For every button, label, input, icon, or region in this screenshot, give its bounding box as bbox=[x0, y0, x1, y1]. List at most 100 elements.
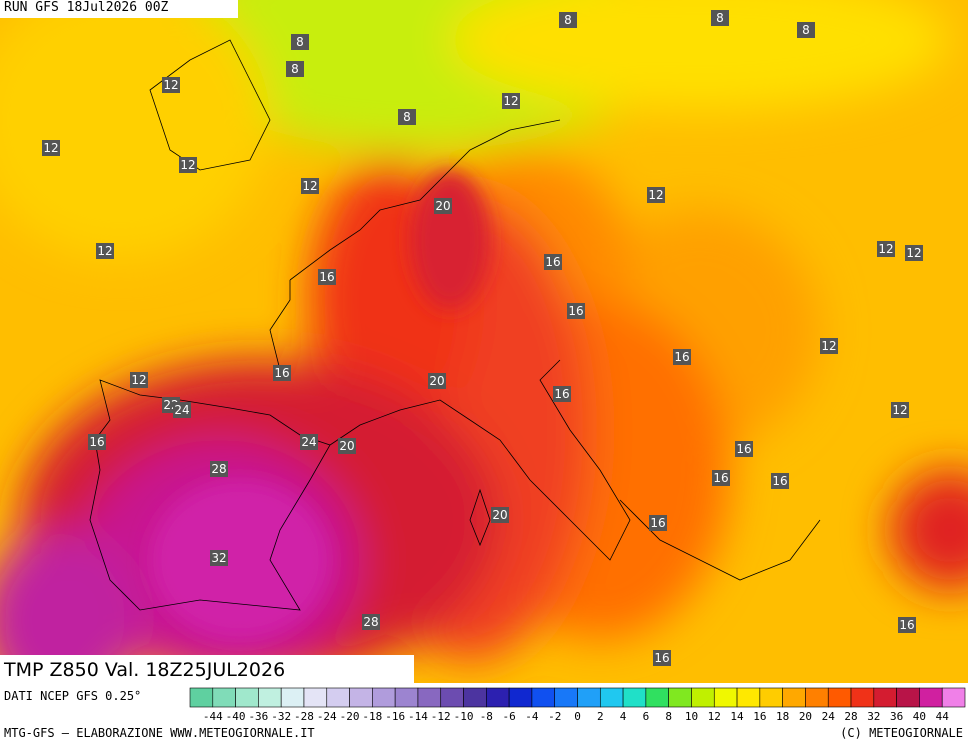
colorbar-tick-label: 28 bbox=[844, 710, 857, 723]
colorbar-tick-label: -18 bbox=[362, 710, 382, 723]
contour-label: 16 bbox=[654, 651, 669, 665]
label-box bbox=[88, 434, 106, 450]
label-box bbox=[797, 22, 815, 38]
label-box bbox=[162, 77, 180, 93]
contour-label: 28 bbox=[363, 615, 378, 629]
source: DATI NCEP GFS 0.25° bbox=[4, 689, 141, 703]
label-box bbox=[891, 402, 909, 418]
colorbar-tick-label: 8 bbox=[665, 710, 672, 723]
contour-label: 16 bbox=[319, 270, 334, 284]
label-box bbox=[318, 269, 336, 285]
label-box bbox=[502, 93, 520, 109]
colorbar-tick-label: -20 bbox=[340, 710, 360, 723]
contour-label: 12 bbox=[180, 158, 195, 172]
label-box bbox=[338, 438, 356, 454]
color-swatch bbox=[554, 687, 578, 708]
contour-label: 12 bbox=[302, 179, 317, 193]
color-swatch bbox=[349, 687, 373, 708]
contour-label: 16 bbox=[274, 366, 289, 380]
contour-label: 16 bbox=[568, 304, 583, 318]
contour-label: 8 bbox=[291, 62, 299, 76]
label-box bbox=[553, 386, 571, 402]
label-box bbox=[647, 187, 665, 203]
contour-label: 8 bbox=[403, 110, 411, 124]
colorbar-tick-label: 20 bbox=[799, 710, 812, 723]
contour-label: 16 bbox=[545, 255, 560, 269]
colorbar-tick-label: -8 bbox=[480, 710, 493, 723]
label-box bbox=[559, 12, 577, 28]
color-swatch bbox=[303, 687, 328, 708]
label-box bbox=[653, 650, 671, 666]
label-box bbox=[179, 157, 197, 173]
contour-label: 12 bbox=[503, 94, 518, 108]
label-box bbox=[820, 338, 838, 354]
contour-label: 8 bbox=[716, 11, 724, 25]
title-box bbox=[0, 655, 414, 683]
colorbar-tick-label: 0 bbox=[574, 710, 581, 723]
color-swatch bbox=[280, 687, 305, 708]
credit: MTG-GFS — ELABORAZIONE WWW.METEOGIORNALE… bbox=[4, 726, 315, 740]
contour-label: 12 bbox=[97, 244, 112, 258]
color-swatch bbox=[896, 687, 920, 708]
colorbar-tick-label: 24 bbox=[822, 710, 836, 723]
label-box bbox=[301, 178, 319, 194]
color-swatch bbox=[668, 687, 692, 708]
contour-label: 24 bbox=[174, 403, 189, 417]
label-box bbox=[273, 365, 291, 381]
color-swatch bbox=[919, 687, 943, 708]
colorbar-tick-label: 2 bbox=[597, 710, 604, 723]
color-swatch bbox=[782, 687, 806, 708]
colorbar-tick-label: 4 bbox=[620, 710, 627, 723]
color-swatch bbox=[440, 687, 464, 708]
color-swatch bbox=[577, 687, 601, 708]
contour-label: 16 bbox=[554, 387, 569, 401]
color-swatch bbox=[372, 687, 396, 708]
color-swatch bbox=[508, 687, 533, 708]
color-swatch bbox=[258, 687, 282, 708]
label-box bbox=[291, 34, 309, 50]
label-box bbox=[173, 402, 191, 418]
colorbar-tick-label: 14 bbox=[730, 710, 744, 723]
color-swatch bbox=[212, 687, 236, 708]
label-box bbox=[286, 61, 304, 77]
colorbar-tick-label: -12 bbox=[431, 710, 451, 723]
label-box bbox=[735, 441, 753, 457]
contour-label: 24 bbox=[301, 435, 316, 449]
contour-label: 12 bbox=[892, 403, 907, 417]
color-swatch bbox=[599, 687, 624, 708]
colorbar-tick-label: -14 bbox=[408, 710, 428, 723]
label-box bbox=[96, 243, 114, 259]
colorbar-tick-label: -40 bbox=[226, 710, 246, 723]
color-swatch bbox=[326, 687, 350, 708]
contour-label: 12 bbox=[878, 242, 893, 256]
colorbar-tick-label: 12 bbox=[708, 710, 721, 723]
colorbar-tick-label: -32 bbox=[271, 710, 291, 723]
label-box bbox=[712, 470, 730, 486]
label-box bbox=[898, 617, 916, 633]
contour-label: 16 bbox=[89, 435, 104, 449]
coastlines bbox=[89, 39, 821, 611]
color-swatch bbox=[189, 687, 214, 708]
colorbar-tick-label: 32 bbox=[867, 710, 880, 723]
colorbar-tick-label: 40 bbox=[913, 710, 926, 723]
color-swatch bbox=[691, 687, 715, 708]
colorbar-tick-label: -24 bbox=[317, 710, 337, 723]
colorbar-tick-label: -6 bbox=[502, 710, 515, 723]
color-swatch bbox=[622, 687, 647, 708]
contour-label: 8 bbox=[802, 23, 810, 37]
color-swatch bbox=[394, 687, 419, 708]
copyright: (C) METEOGIORNALE bbox=[840, 726, 963, 740]
contour-label: 12 bbox=[163, 78, 178, 92]
label-box bbox=[771, 473, 789, 489]
colorbar-tick-label: -28 bbox=[294, 710, 314, 723]
label-box bbox=[544, 254, 562, 270]
colorbar-tick-label: 16 bbox=[753, 710, 766, 723]
contour-label: 16 bbox=[713, 471, 728, 485]
label-box bbox=[491, 507, 509, 523]
contour-label: 20 bbox=[435, 199, 450, 213]
label-box bbox=[711, 10, 729, 26]
label-box bbox=[362, 614, 380, 630]
temperature-field bbox=[0, 0, 968, 683]
color-swatch bbox=[736, 687, 761, 708]
